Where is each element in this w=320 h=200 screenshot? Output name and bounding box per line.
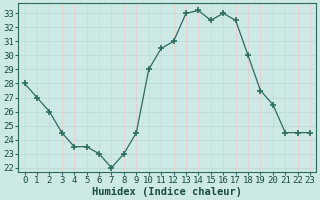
X-axis label: Humidex (Indice chaleur): Humidex (Indice chaleur) — [92, 186, 242, 197]
